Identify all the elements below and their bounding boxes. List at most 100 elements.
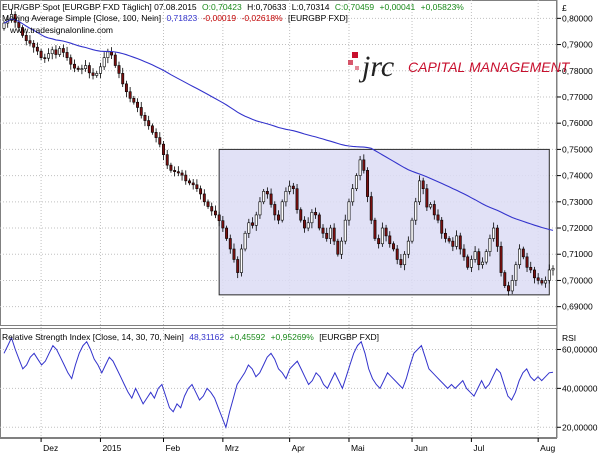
rsi-legend-change-pct: +0,95269%: [271, 332, 315, 342]
candle-body: [303, 219, 306, 229]
time-tick-label: Jun: [414, 443, 428, 453]
candle-body: [9, 14, 13, 20]
logo-mark-square-2: [348, 60, 353, 65]
candle-body: [121, 73, 125, 85]
time-tick-label: Jul: [473, 443, 484, 453]
price-legend-change: +0,00041: [380, 2, 416, 12]
candle-body: [384, 227, 388, 237]
price-tick-label: 0,75000: [562, 144, 593, 154]
candle-body: [247, 222, 251, 234]
candle-body: [213, 210, 217, 216]
candle-body: [354, 175, 358, 190]
candlestick-series: [2, 8, 555, 296]
candle-body: [388, 235, 392, 245]
candle-body: [481, 261, 484, 266]
candle-body: [458, 235, 462, 250]
price-tick-label: 0,78000: [562, 66, 593, 76]
candle-body: [362, 159, 366, 171]
candle-body: [369, 196, 373, 221]
candle-body: [447, 238, 451, 242]
candle-body: [443, 232, 447, 239]
logo-mark-square-1: [352, 52, 358, 58]
candle-body: [351, 188, 355, 203]
candle-body: [440, 219, 444, 234]
candle-body: [2, 22, 6, 29]
candle-body: [239, 248, 243, 273]
candle-body: [132, 97, 136, 103]
price-tick-label: 0,72000: [562, 223, 593, 233]
candle-body: [295, 188, 299, 210]
consolidation-box: [218, 148, 550, 296]
candle-body: [265, 191, 269, 195]
candle-body: [414, 201, 418, 221]
candle-body: [113, 54, 117, 66]
candle-body: [462, 248, 466, 258]
candle-body: [477, 251, 481, 266]
candle-body: [507, 285, 510, 292]
logo-mark-square-3: [355, 66, 359, 70]
price-tick-label: 0,79000: [562, 40, 593, 50]
candle-body: [432, 204, 436, 216]
price-legend-low: L:0,70314: [292, 2, 330, 12]
candle-body: [69, 57, 73, 65]
logo-text: CAPITAL MANAGEMENT: [408, 59, 571, 75]
rsi-legend-name: Relative Strength Index [Close, 14, 30, …: [2, 332, 184, 342]
candle-body: [80, 68, 84, 70]
price-legend-close: C:0,70459: [335, 2, 374, 12]
candle-body: [251, 222, 254, 226]
candle-body: [106, 51, 110, 58]
candle-body: [258, 201, 262, 216]
ma-legend-change-pct: -0,02618%: [242, 13, 284, 23]
candle-body: [273, 204, 277, 216]
candle-body: [377, 238, 381, 245]
candle-body: [73, 63, 76, 69]
candle-body: [206, 201, 210, 207]
candle-body: [188, 180, 191, 184]
candle-body: [202, 193, 206, 203]
candle-body: [544, 280, 548, 284]
candle-body: [58, 48, 62, 55]
logo-mark: jrc: [358, 50, 394, 83]
candle-body: [91, 72, 95, 76]
candle-body: [184, 174, 188, 182]
candle-body: [499, 246, 503, 273]
candle-body: [421, 180, 425, 190]
price-tick-label: 0,73000: [562, 197, 593, 207]
candle-body: [529, 267, 533, 271]
candle-body: [492, 227, 496, 239]
price-legend: EUR/GBP Spot [EURGBP FXD Täglich] 07.08.…: [2, 2, 464, 12]
candle-body: [317, 214, 321, 229]
candle-body: [65, 52, 69, 58]
candle-body: [17, 21, 21, 28]
candle-body: [466, 256, 470, 268]
candle-body: [455, 235, 459, 247]
candle-body: [473, 251, 477, 260]
time-tick-label: Apr: [292, 443, 305, 453]
candle-body: [47, 53, 50, 59]
price-tick-label: 0,71000: [562, 249, 593, 259]
candle-body: [236, 259, 240, 273]
candle-body: [395, 248, 399, 260]
candle-body: [321, 227, 325, 234]
candle-body: [28, 40, 32, 44]
candle-body: [277, 214, 280, 221]
candle-body: [262, 191, 266, 203]
candle-body: [221, 220, 225, 229]
candle-body: [136, 101, 139, 108]
candle-body: [306, 222, 310, 229]
candle-body: [451, 240, 455, 247]
candle-body: [291, 185, 295, 190]
time-tick-label: Feb: [166, 443, 181, 453]
candle-body: [13, 14, 17, 23]
candle-body: [154, 132, 158, 138]
candle-body: [469, 259, 473, 268]
candle-body: [288, 185, 292, 192]
candle-body: [98, 66, 102, 74]
rsi-legend-symbol: [EURGBP FXD]: [319, 332, 379, 342]
candle-body: [495, 227, 499, 247]
candle-body: [514, 264, 518, 281]
candle-body: [76, 67, 80, 70]
rsi-legend: Relative Strength Index [Close, 14, 30, …: [2, 332, 379, 342]
candle-body: [199, 188, 203, 195]
candle-body: [336, 240, 340, 255]
